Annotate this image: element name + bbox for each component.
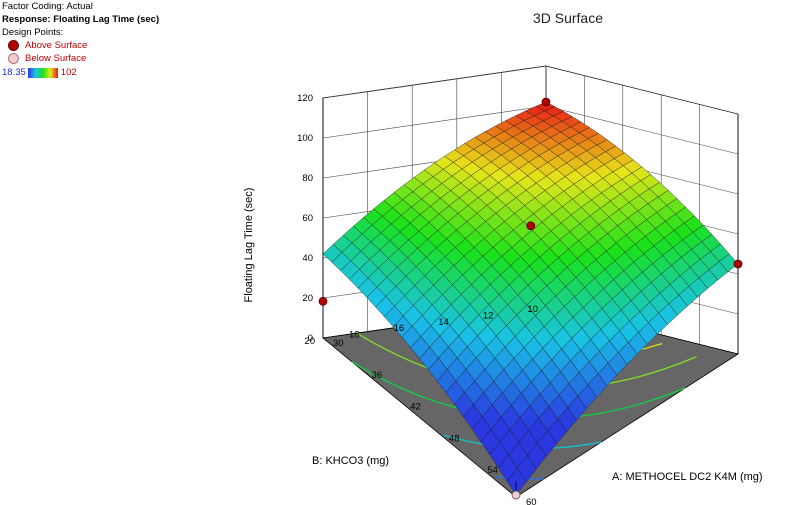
above-surface-label: Above Surface (25, 40, 88, 51)
a-tick-label: 54 (487, 465, 498, 476)
a-axis-title: A: METHOCEL DC2 K4M (mg) (612, 471, 763, 483)
response-surface (322, 101, 739, 496)
b-tick-label: 10 (527, 304, 538, 315)
color-scale: 18.35 102 (2, 66, 159, 79)
z-tick-label: 20 (302, 293, 313, 304)
b-tick-label: 20 (304, 336, 315, 347)
color-scale-min: 18.35 (2, 67, 26, 78)
a-tick-label: 48 (449, 433, 460, 444)
legend-above-surface: Above Surface (2, 39, 159, 52)
a-tick-label: 36 (372, 370, 383, 381)
a-tick-label: 42 (410, 402, 421, 413)
z-tick-label: 120 (297, 93, 313, 104)
b-tick-label: 16 (394, 323, 405, 334)
chart-title: 3D Surface (533, 10, 603, 26)
a-tick-label: 60 (526, 497, 537, 505)
z-tick-label: 60 (302, 213, 313, 224)
design-point-above (733, 259, 743, 269)
design-point-above (318, 296, 328, 306)
b-tick-label: 18 (349, 330, 360, 341)
z-tick-label: 100 (297, 133, 313, 144)
design-points (318, 97, 743, 500)
z-tick-label: 80 (302, 173, 313, 184)
legend-below-surface: Below Surface (2, 52, 159, 65)
color-scale-bar (27, 67, 58, 78)
below-surface-label: Below Surface (25, 53, 87, 64)
below-surface-dot-icon (8, 53, 19, 64)
design-points-label: Design Points: (2, 27, 64, 38)
design-point-above (541, 97, 551, 107)
above-surface-dot-icon (8, 40, 19, 51)
b-tick-label: 14 (438, 317, 449, 328)
z-tick-label: 40 (302, 253, 313, 264)
legend: Factor Coding: Actual Response: Floating… (2, 0, 159, 79)
z-tick-label: 0 (308, 333, 313, 344)
factor-coding-label: Factor Coding: Actual (2, 1, 93, 12)
z-axis-title: Floating Lag Time (sec) (243, 188, 255, 303)
response-label: Response: Floating Lag Time (sec) (2, 14, 160, 25)
b-tick-label: 12 (483, 310, 494, 321)
b-axis-title: B: KHCO3 (mg) (312, 455, 389, 467)
design-point-above (526, 221, 536, 231)
a-tick-label: 30 (333, 338, 344, 349)
color-scale-max: 102 (60, 67, 77, 78)
design-point-below (511, 490, 521, 500)
